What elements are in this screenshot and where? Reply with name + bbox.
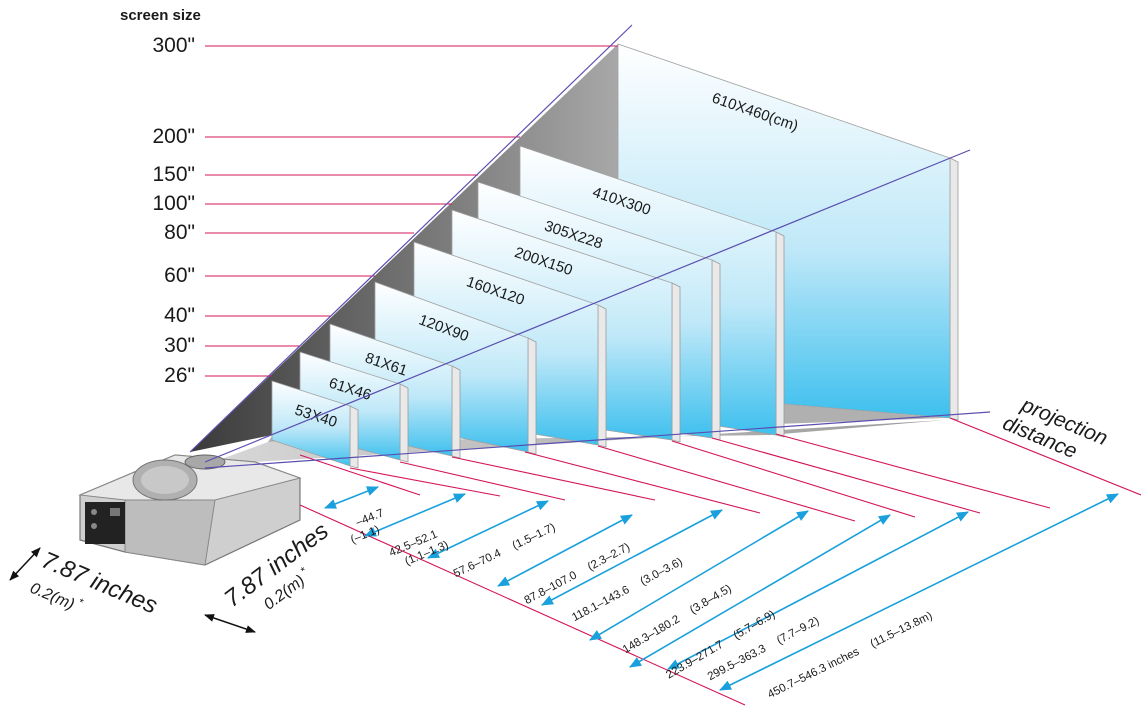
distance-arrow: [427, 500, 549, 559]
distance-arrow: [719, 493, 1119, 691]
distance-guide-line: [949, 417, 1141, 496]
screen-size-label: 30": [164, 334, 195, 357]
screen-edge: [597, 304, 607, 448]
offset-left-mark: *: [76, 596, 85, 609]
screen-size-label: 60": [164, 264, 195, 287]
distance-meters: (3.0–3.6): [638, 556, 684, 588]
distance-guide-line: [597, 445, 856, 522]
screen-edge: [451, 365, 461, 459]
screen-size-label: 40": [164, 304, 195, 327]
distance-meters: (3.8–4.5): [688, 583, 734, 617]
screen-size-title: screen size: [120, 7, 201, 24]
cone-edge-top: [189, 24, 633, 453]
distance-arrows: [324, 486, 1119, 691]
distance-meters: (2.3–2.7): [586, 541, 632, 573]
distance-inches: 87.8–107.0: [523, 569, 579, 607]
cone-edge-mid: [204, 149, 971, 463]
distance-guide-line: [451, 456, 656, 501]
projection-screen: [271, 380, 351, 467]
screen-edge: [711, 259, 721, 441]
offset-left-value: 7.87 inches: [38, 547, 162, 620]
distance-inches: 148.3–180.2: [621, 613, 682, 656]
distance-inches: 118.1–143.6: [570, 584, 631, 624]
distance-arrow: [324, 486, 379, 509]
screen-size-labels: 300" 200" 150" 100" 80" 60" 40" 30" 26": [153, 34, 196, 387]
screen-size-label: 200": [153, 125, 196, 148]
screen-edge: [399, 383, 409, 463]
distance-labels: –44.7(–1.1) 42.5–52.1(1.1–1.3) 57.6–70.4(1…: [344, 507, 934, 701]
distance-meters: (–1.1): [349, 524, 382, 546]
distance-label: –44.7(–1.1): [344, 507, 391, 546]
distance-meters: (5.7–6.9): [732, 608, 778, 642]
screen-edge: [349, 405, 359, 469]
cone-edge-bottom: [204, 411, 991, 469]
screen-size-label: 300": [153, 34, 196, 57]
screens: 610X460(cm)410X300305X228200X150160X1201…: [271, 43, 959, 469]
distance-guide-line: [349, 467, 501, 497]
distance-label: 57.6–70.4(1.5–1.7): [452, 522, 558, 581]
screen-edge: [527, 337, 537, 455]
distance-meters: (1.5–1.7): [511, 522, 558, 553]
screen-size-label: 80": [164, 221, 195, 244]
projector: [78, 454, 302, 566]
screen-edge: [949, 157, 959, 421]
offset-right-mark: *: [298, 565, 309, 578]
distance-inches: 57.6–70.4: [452, 547, 504, 580]
distance-meters: (7.7–9.2): [775, 615, 821, 647]
screen-size-label: 26": [164, 364, 195, 387]
distance-guide-line: [399, 461, 566, 501]
distance-guide-line: [671, 440, 916, 518]
distance-lines: [299, 417, 1141, 706]
screen-edge: [775, 231, 785, 438]
distance-arrow: [541, 509, 723, 606]
distance-guide-line: [299, 454, 421, 496]
screen-edge: [671, 282, 681, 443]
offset-dimension-left: 7.87 inches 0.2(m)*: [9, 547, 162, 620]
screen-size-reference-lines: [205, 45, 618, 377]
distance-guide-line: [711, 437, 981, 514]
distance-meters: (11.5–13.8m): [868, 610, 934, 651]
distance-inches: 450.7–546.3 inches: [766, 646, 862, 701]
distance-guide-line: [775, 433, 1051, 509]
distance-label: 42.5–52.1(1.1–1.3): [388, 526, 451, 572]
distance-arrow: [589, 510, 809, 641]
screen-size-label: 150": [153, 163, 196, 186]
screen-size-label: 100": [153, 192, 196, 215]
distance-baseline: [299, 504, 746, 706]
